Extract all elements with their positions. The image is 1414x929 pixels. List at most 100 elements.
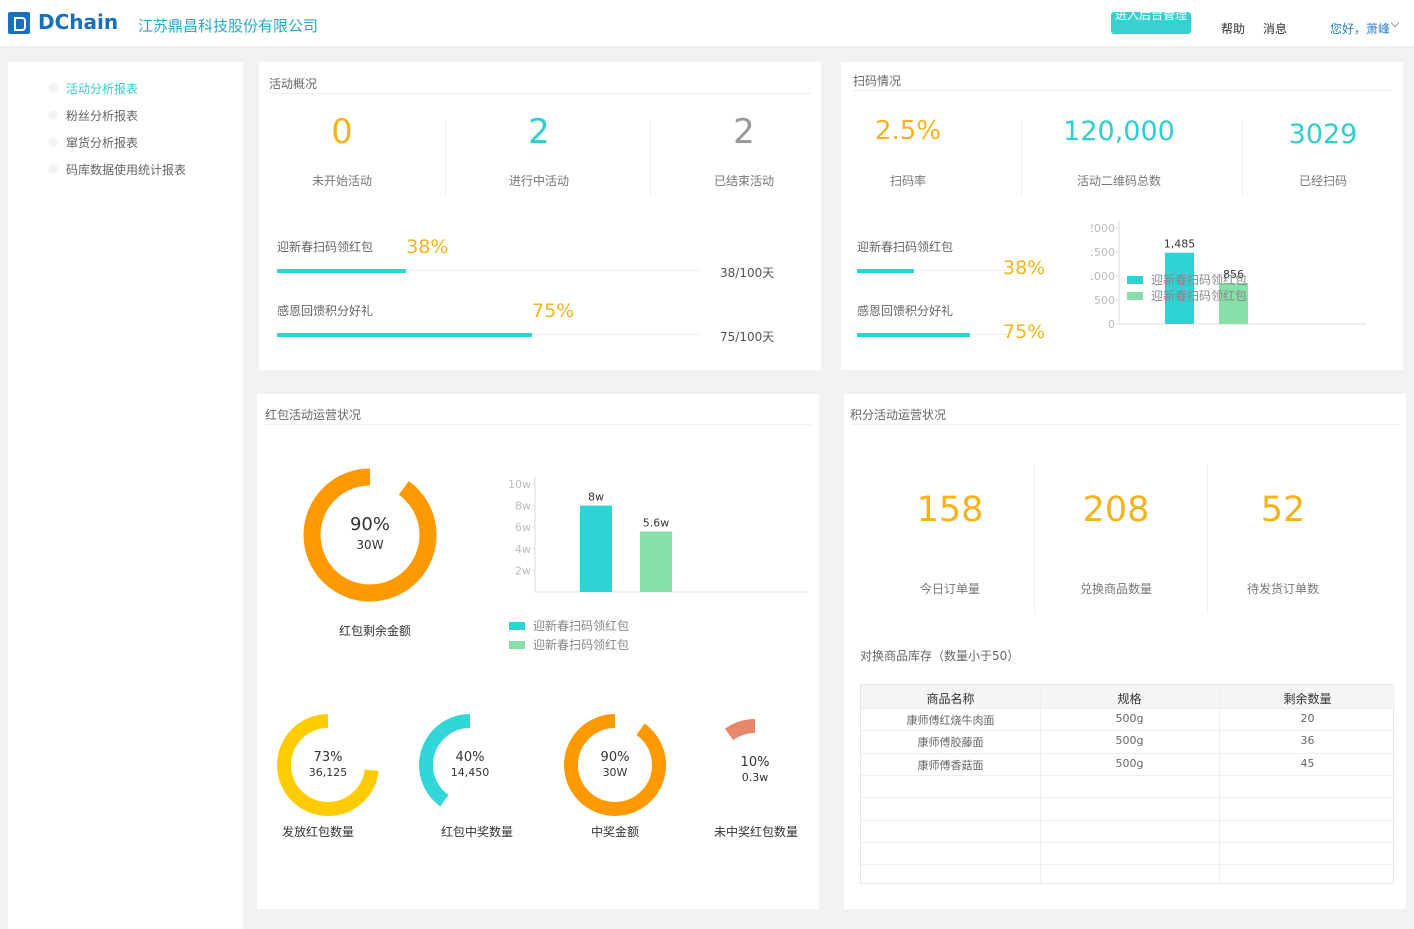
panel-title: 活动概况 xyxy=(269,77,318,91)
stat-label: 扫码率 xyxy=(889,173,926,188)
panel-title: 红包活动运营状况 xyxy=(265,408,362,422)
stat-label: 活动二维码总数 xyxy=(1076,173,1161,188)
stat-value: 52 xyxy=(1260,490,1306,530)
user-menu[interactable]: 您好，萧峰 xyxy=(1330,22,1391,36)
legend-label: 迎新春扫码领红包 xyxy=(533,618,629,633)
row-divider xyxy=(861,841,1395,843)
donut-label: 红包中奖数量 xyxy=(440,824,513,839)
title-rule xyxy=(269,93,811,94)
column-divider xyxy=(1219,685,1220,885)
table-cell: 500g xyxy=(1115,734,1144,748)
donut-label: 未中奖红包数量 xyxy=(713,824,798,839)
sidebar: 活动分析报表 粉丝分析报表 窜货分析报表码库数据使用统计报表 xyxy=(8,62,243,929)
donut-arc xyxy=(564,714,666,816)
y-tick-label: 2000 xyxy=(1091,222,1115,235)
bar xyxy=(1165,252,1194,324)
user-chevron xyxy=(1390,18,1400,28)
menu-item[interactable]: 粉丝分析报表 xyxy=(66,109,139,123)
legend-swatch xyxy=(509,622,525,630)
bar xyxy=(580,505,612,592)
column-divider xyxy=(1040,685,1041,885)
stat-divider xyxy=(650,120,651,196)
panel-title: 积分活动运营状况 xyxy=(850,408,947,422)
stat-label: 兑换商品数量 xyxy=(1079,581,1152,596)
stat-divider xyxy=(445,120,446,196)
bar-value-label: 5.6w xyxy=(643,517,670,530)
donut-arc xyxy=(704,719,806,821)
logo-glyph xyxy=(14,17,26,31)
progress-fill xyxy=(277,269,407,273)
header: DChain 江苏鼎昌科技股份有限公司 进入后台管理 帮助 消息 您好，萧峰 xyxy=(0,0,1414,46)
y-tick-label: 10w xyxy=(508,478,531,491)
progress-percent: 75% xyxy=(1003,321,1046,343)
legend-swatch xyxy=(1127,292,1143,300)
progress-fill xyxy=(857,333,970,337)
header-link[interactable]: 帮助 xyxy=(1221,22,1246,36)
menu-dot xyxy=(48,137,58,147)
stat-label: 已经扫码 xyxy=(1298,173,1347,188)
stat-label: 未开始活动 xyxy=(311,173,372,188)
row-divider xyxy=(861,819,1395,821)
stat-value: 2 xyxy=(733,111,755,152)
legend-label: 迎新春扫码领红包 xyxy=(1151,288,1247,303)
column-header: 商品名称 xyxy=(926,692,975,706)
progress-track xyxy=(277,270,617,271)
menu-item[interactable]: 码库数据使用统计报表 xyxy=(66,163,187,177)
progress-percent: 75% xyxy=(532,300,575,322)
donut-chart xyxy=(704,719,806,821)
donut-chart xyxy=(303,468,437,602)
donut-percent: 10% xyxy=(740,755,770,771)
progress-fill xyxy=(857,269,914,273)
y-tick-label: 0 xyxy=(1108,318,1115,331)
table-cell: 20 xyxy=(1300,712,1315,725)
progress-percent: 38% xyxy=(1003,257,1046,279)
donut-percent: 90% xyxy=(349,514,390,536)
red-packet-panel: 红包活动运营状况 90% 30W 红包剩余金额 10w 8w 6w 4w 2w 8w 5.6w 迎新春… xyxy=(257,394,819,909)
legend-label: 迎新春扫码领红包 xyxy=(533,637,629,652)
stat-value: 2.5% xyxy=(874,116,942,147)
y-tick-label: 1000 xyxy=(1091,270,1115,283)
bar-value-label: 856 xyxy=(1223,268,1244,281)
bar xyxy=(640,531,672,592)
row-divider xyxy=(861,752,1395,754)
stat-value: 120,000 xyxy=(1063,115,1175,147)
stat-label: 已结束活动 xyxy=(713,173,774,188)
donut-amount: 30W xyxy=(356,537,384,552)
table-cell: 36 xyxy=(1300,734,1315,748)
panel-title: 扫码情况 xyxy=(853,74,902,88)
y-tick-label: 4w xyxy=(515,543,531,556)
y-tick-label: 1500 xyxy=(1091,246,1115,259)
progress-name: 迎新春扫码领红包 xyxy=(277,240,374,254)
table-header xyxy=(861,685,1395,708)
title-rule xyxy=(850,424,1400,425)
company-name: 江苏鼎昌科技股份有限公司 xyxy=(138,17,319,35)
donut-arc xyxy=(419,714,521,816)
table: 商品名称 规格 剩余数量 康师傅红烧牛肉面 500g 20 康师傅胶藤面 500g 36 康师傅香… xyxy=(860,684,1395,885)
menu-dot xyxy=(48,83,58,93)
admin-button[interactable]: 进入后台管理 xyxy=(1111,12,1191,34)
row-divider xyxy=(861,708,1395,709)
column-header: 剩余数量 xyxy=(1283,692,1332,706)
donut-amount: 36,125 xyxy=(308,766,348,780)
row-divider xyxy=(861,864,1395,866)
donut-arc xyxy=(303,468,437,602)
progress-days: 38/100天 xyxy=(720,266,775,280)
table-cell: 500g xyxy=(1115,712,1144,725)
stat-label: 待发货订单数 xyxy=(1246,581,1319,596)
donut-chart xyxy=(419,714,521,816)
donut-amount: 14,450 xyxy=(450,766,490,780)
menu-item[interactable]: 活动分析报表 xyxy=(66,82,139,96)
logo-icon xyxy=(8,12,30,34)
legend-label: 迎新春扫码领红包 xyxy=(1151,272,1247,287)
donut-label: 中奖金额 xyxy=(590,824,639,839)
donut-amount: 0.3w xyxy=(741,771,769,785)
legend-swatch xyxy=(1127,276,1143,284)
table-cell: 康师傅胶藤面 xyxy=(917,736,984,750)
progress-track xyxy=(857,270,1007,271)
header-link[interactable]: 消息 xyxy=(1263,22,1288,36)
menu-item[interactable]: 窜货分析报表 xyxy=(66,136,139,150)
progress-name: 感恩回馈积分好礼 xyxy=(857,304,954,318)
stat-value: 3029 xyxy=(1288,118,1358,150)
y-tick-label: 6w xyxy=(515,521,531,534)
